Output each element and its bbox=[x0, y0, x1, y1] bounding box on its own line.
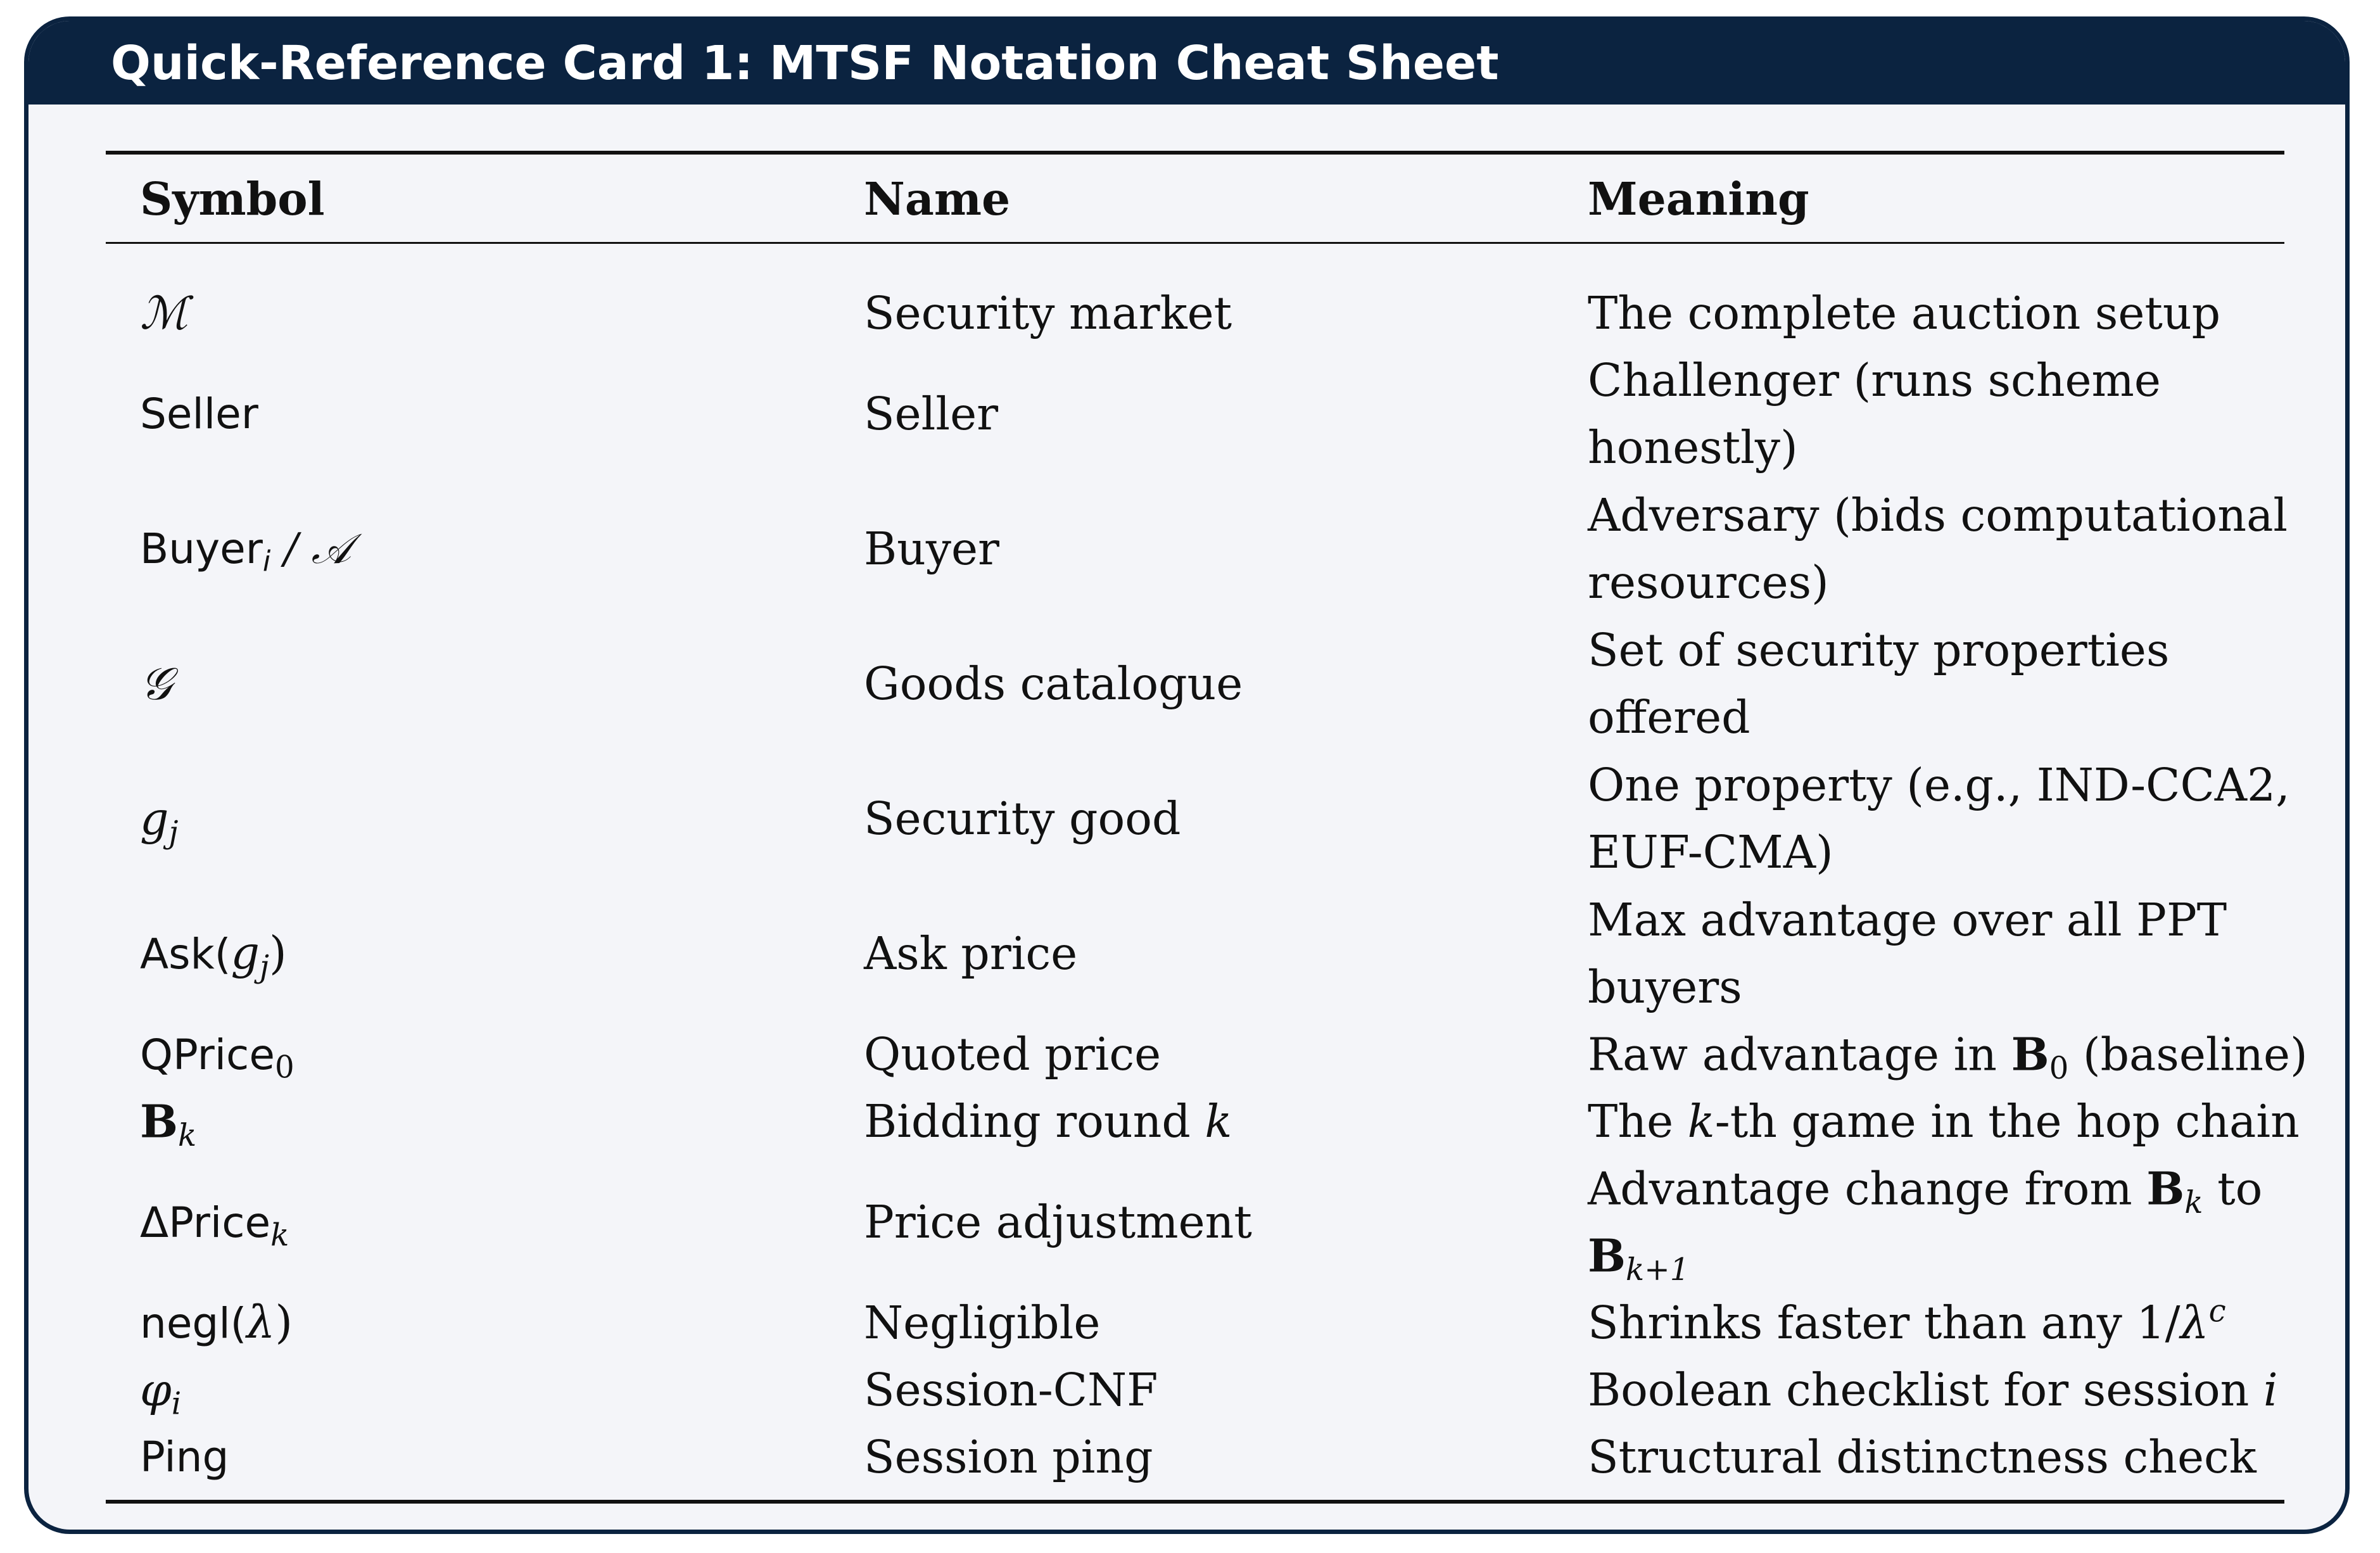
symbol-subscript: k bbox=[270, 1217, 289, 1253]
symbol-main: QPrice bbox=[140, 1030, 275, 1079]
symbol-cell: Bk bbox=[140, 1088, 196, 1156]
table-bottom-rule bbox=[106, 1500, 2284, 1504]
symbol-cell: ΔPricek bbox=[140, 1188, 289, 1257]
name-cell: Seller bbox=[864, 388, 999, 440]
symbol-subscript: i bbox=[171, 1386, 182, 1422]
symbol-subscript: j bbox=[168, 815, 179, 851]
notation-table: Symbol Name Meaning ℳ Security market Th… bbox=[106, 151, 2308, 1504]
symbol-main: Buyer bbox=[140, 524, 263, 573]
meaning-line-2: honestly) bbox=[1588, 421, 1798, 474]
meaning-line-2: EUF-CMA) bbox=[1588, 826, 1833, 878]
symbol-cell: 𝒢 bbox=[140, 650, 172, 718]
quick-reference-card: Quick-Reference Card 1: MTSF Notation Ch… bbox=[24, 16, 2350, 1534]
name-cell: Bidding round k bbox=[864, 1088, 1232, 1155]
symbol-cell: Buyeri / 𝒜 bbox=[140, 516, 351, 583]
meaning-variable: k bbox=[1687, 1095, 1715, 1148]
meaning-bold: B bbox=[1588, 1229, 1626, 1283]
symbol-main: B bbox=[140, 1094, 179, 1148]
meaning-cell: Boolean checklist for session i bbox=[1588, 1357, 2278, 1424]
meaning-cell: The k-th game in the hop chain bbox=[1588, 1088, 2300, 1155]
meaning-line-2: buyers bbox=[1588, 961, 1742, 1013]
symbol-cell: ℳ bbox=[140, 280, 188, 347]
symbol-variable: λ bbox=[246, 1296, 275, 1348]
meaning-cell: The complete auction setup bbox=[1588, 280, 2220, 347]
symbol-main: ℳ bbox=[140, 287, 188, 339]
meaning-line: Structural distinctness check bbox=[1588, 1431, 2257, 1483]
symbol-rest: ) bbox=[275, 1296, 293, 1348]
table-header-rule bbox=[106, 242, 2284, 244]
meaning-line-1: One property (e.g., IND-CCA2, bbox=[1588, 759, 2290, 811]
table-top-rule bbox=[106, 151, 2284, 155]
name-cell: Security market bbox=[864, 287, 1232, 339]
meaning-cell: Raw advantage in B0 (baseline) bbox=[1588, 1021, 2308, 1089]
meaning-line: The complete auction setup bbox=[1588, 287, 2221, 339]
symbol-cell: φi bbox=[140, 1357, 181, 1424]
symbol-main: φ bbox=[140, 1364, 172, 1416]
meaning-superscript: c bbox=[2208, 1293, 2226, 1329]
meaning-subscript: 0 bbox=[2049, 1051, 2069, 1087]
meaning-cell: Shrinks faster than any 1/λc bbox=[1588, 1290, 2226, 1357]
meaning-text: Shrinks faster than any 1/ bbox=[1588, 1296, 2181, 1349]
card-title: Quick-Reference Card 1: MTSF Notation Ch… bbox=[111, 36, 1499, 91]
meaning-subscript: k bbox=[2184, 1185, 2203, 1221]
card-header: Quick-Reference Card 1: MTSF Notation Ch… bbox=[28, 21, 2345, 105]
symbol-variable: g bbox=[231, 927, 260, 979]
meaning-text: Boolean checklist for session bbox=[1588, 1364, 2263, 1416]
meaning-text: The bbox=[1588, 1095, 1688, 1148]
symbol-main: ΔPrice bbox=[140, 1198, 271, 1247]
meaning-line-1: Challenger (runs scheme bbox=[1588, 354, 2161, 407]
name-cell: Negligible bbox=[864, 1296, 1101, 1349]
symbol-cell: Ping bbox=[140, 1433, 229, 1481]
symbol-subscript: k bbox=[178, 1118, 197, 1154]
meaning-text: to bbox=[2203, 1162, 2263, 1215]
meaning-text: Raw advantage in bbox=[1588, 1028, 2011, 1081]
meaning-line-1: Adversary (bids computational bbox=[1588, 489, 2288, 542]
meaning-cell: Structural distinctness check bbox=[1588, 1424, 2257, 1491]
name-cell: Ask price bbox=[864, 927, 1078, 980]
meaning-line-1: Max advantage over all PPT bbox=[1588, 894, 2227, 946]
header-name: Name bbox=[864, 172, 1011, 225]
name-text: Bidding round bbox=[864, 1095, 1205, 1148]
symbol-subscript: j bbox=[259, 949, 269, 985]
symbol-main: Ask( bbox=[140, 930, 231, 979]
meaning-text: Advantage change from bbox=[1588, 1162, 2147, 1215]
symbol-rest: / 𝒜 bbox=[270, 524, 351, 573]
symbol-cell: Seller bbox=[140, 390, 258, 438]
name-cell: Buyer bbox=[864, 523, 999, 575]
symbol-main: 𝒢 bbox=[140, 657, 172, 710]
name-variable: k bbox=[1205, 1095, 1232, 1148]
meaning-bold: B bbox=[2011, 1027, 2049, 1081]
name-cell: Goods catalogue bbox=[864, 657, 1243, 710]
name-cell: Session-CNF bbox=[864, 1364, 1158, 1416]
symbol-cell: Ask(gj) bbox=[140, 920, 287, 988]
symbol-main: g bbox=[140, 792, 169, 845]
meaning-bold: B bbox=[2146, 1162, 2185, 1215]
header-symbol: Symbol bbox=[140, 172, 325, 225]
name-cell: Price adjustment bbox=[864, 1196, 1252, 1248]
symbol-rest: ) bbox=[269, 927, 287, 979]
name-cell: Quoted price bbox=[864, 1028, 1162, 1081]
symbol-cell: negl(λ) bbox=[140, 1289, 293, 1357]
meaning-line-2: resources) bbox=[1588, 556, 1829, 609]
meaning-line-1: Advantage change from Bk to bbox=[1588, 1155, 2262, 1223]
meaning-variable: i bbox=[2263, 1364, 2278, 1416]
header-meaning: Meaning bbox=[1588, 172, 1809, 225]
meaning-subscript: k+1 bbox=[1626, 1252, 1690, 1288]
symbol-cell: gj bbox=[140, 785, 178, 853]
name-cell: Security good bbox=[864, 792, 1181, 845]
symbol-cell: QPrice0 bbox=[140, 1020, 294, 1089]
symbol-subscript: 0 bbox=[274, 1049, 294, 1086]
meaning-text: (baseline) bbox=[2068, 1028, 2308, 1081]
meaning-text: -th game in the hop chain bbox=[1714, 1095, 2300, 1148]
meaning-line-2: offered bbox=[1588, 691, 1750, 744]
meaning-line-1: Set of security properties bbox=[1588, 624, 2170, 676]
symbol-subscript: i bbox=[262, 544, 271, 578]
meaning-line-2: Bk+1 bbox=[1588, 1222, 1689, 1290]
name-cell: Session ping bbox=[864, 1431, 1153, 1483]
symbol-main: negl( bbox=[140, 1299, 247, 1348]
meaning-variable: λ bbox=[2180, 1296, 2209, 1349]
